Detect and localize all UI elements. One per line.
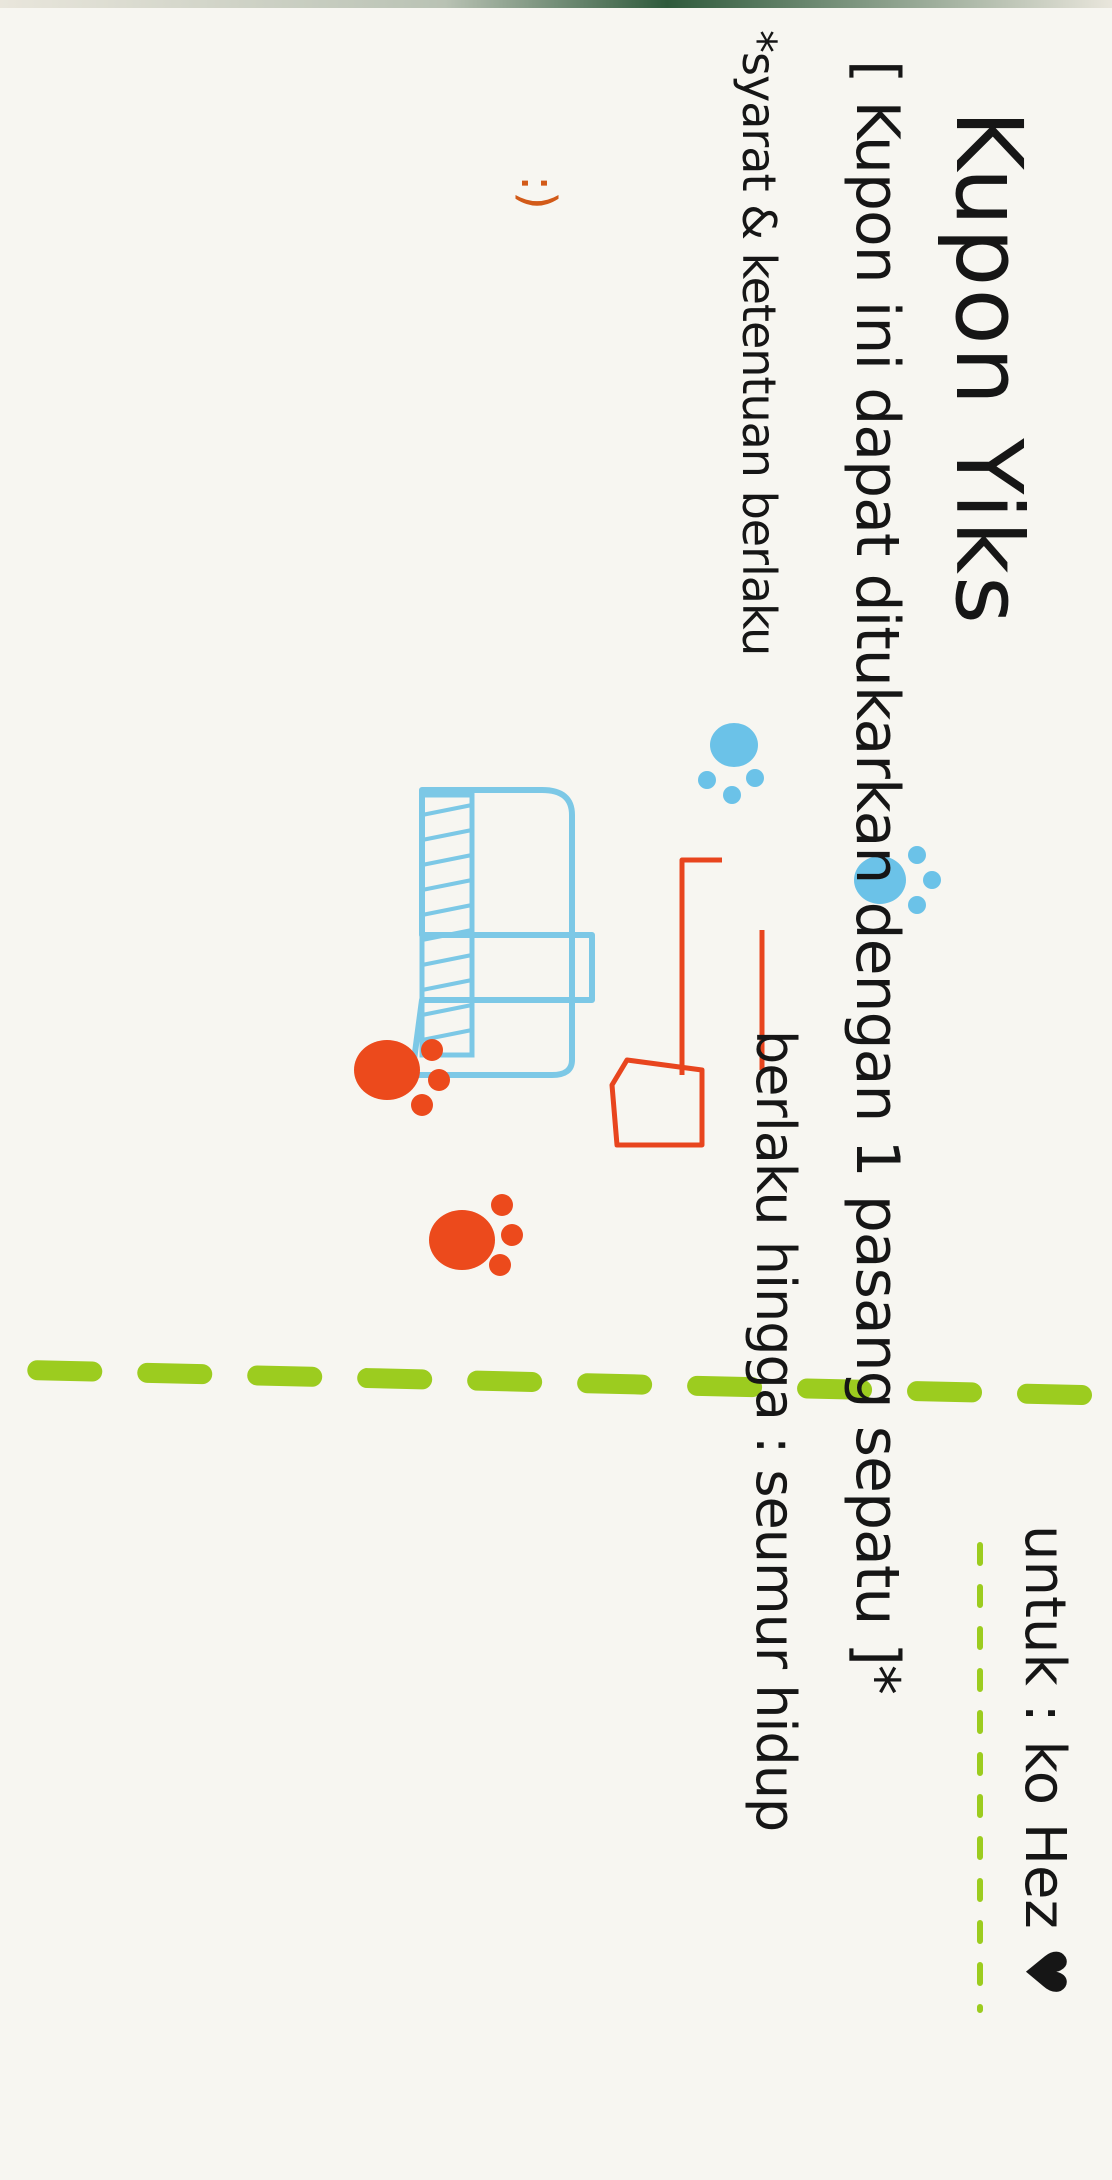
dashed-divider	[17, 1360, 1092, 1405]
blue-boot-icon	[409, 787, 595, 1078]
heart-icon: ♥	[1012, 1946, 1077, 1997]
paw-print-icon	[354, 1039, 450, 1116]
recipient-text: untuk : ko Hez	[1012, 1525, 1077, 1929]
terms-text: *syarat & ketentuan berlaku	[732, 30, 786, 656]
recipient-label: untuk : ko Hez ♥	[1012, 1525, 1077, 1997]
coupon-title: Kupon Yiks	[935, 110, 1042, 626]
red-boot-icon	[609, 857, 765, 1148]
paw-print-icon	[854, 846, 941, 914]
paw-print-icon	[698, 723, 764, 804]
smiley-face: :)	[510, 175, 566, 210]
coupon-description: [ Kupon ini dapat ditukarkan dengan 1 pa…	[842, 60, 912, 1694]
validity-text: berlaku hingga : seumur hidup	[744, 1030, 807, 1832]
paw-print-icon	[429, 1194, 523, 1276]
